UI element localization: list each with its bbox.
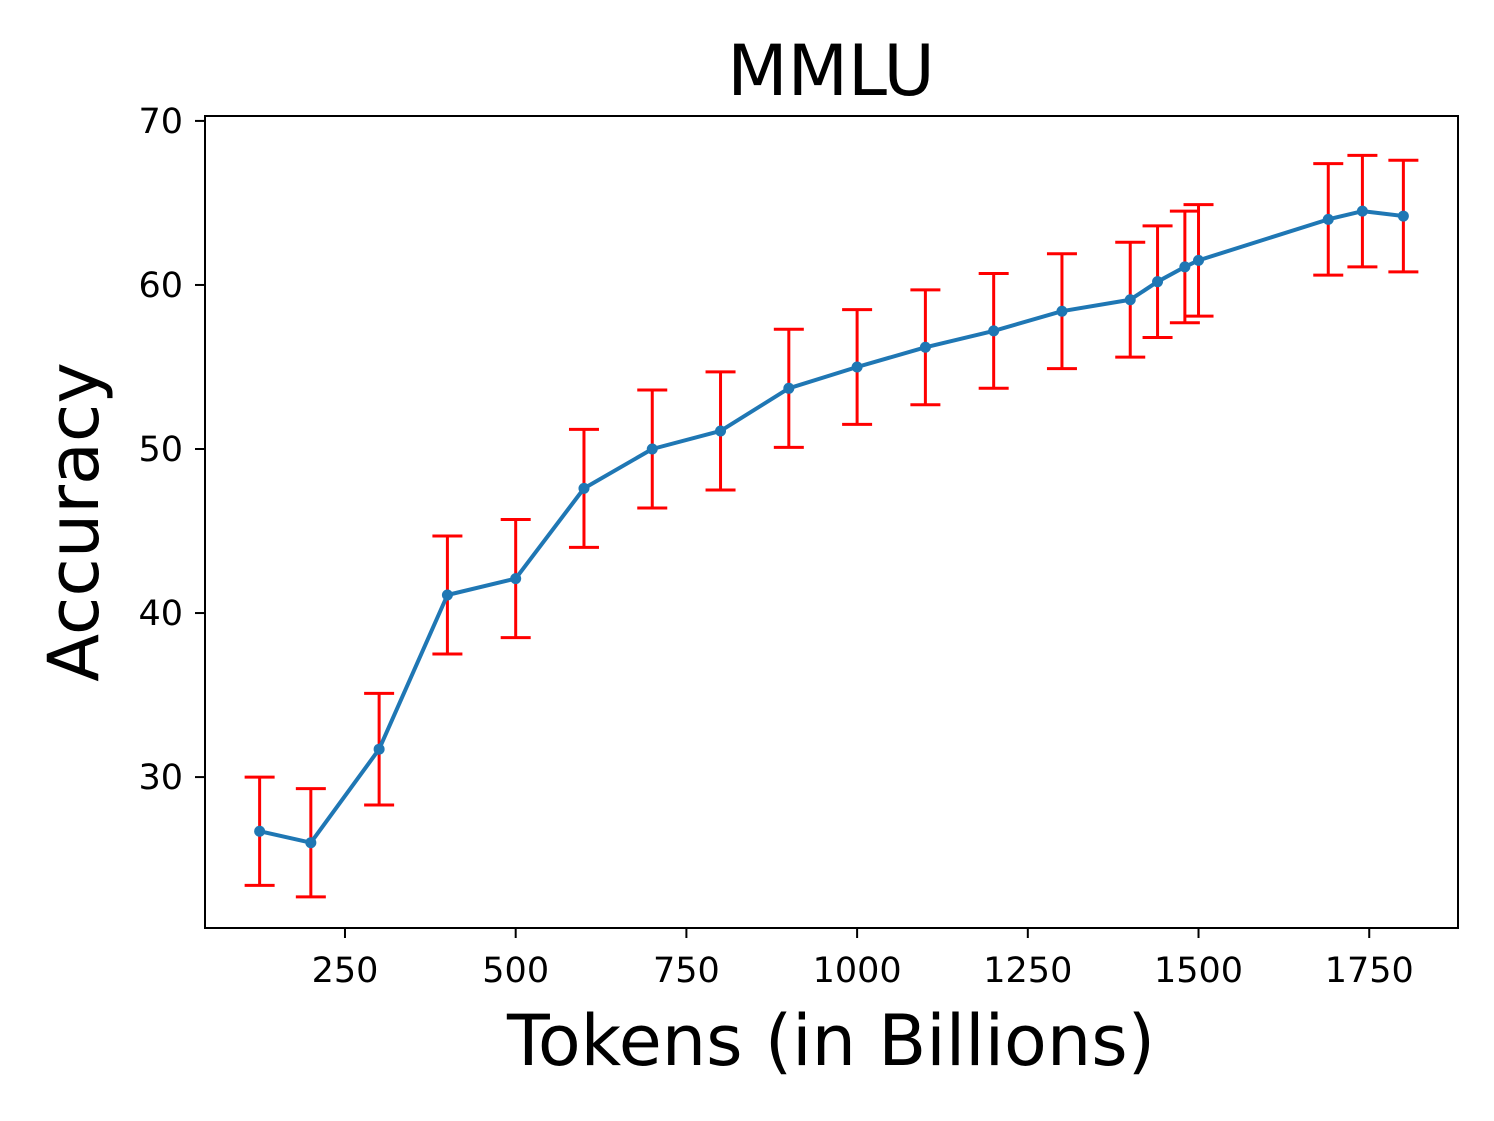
data-point (1322, 213, 1334, 225)
data-point (919, 341, 931, 353)
data-point (1356, 205, 1368, 217)
data-point (254, 825, 266, 837)
data-point (1397, 210, 1409, 222)
data-point (305, 837, 317, 849)
x-tick-label: 250 (312, 951, 379, 991)
data-point (1179, 261, 1191, 273)
y-tick-label: 70 (138, 102, 183, 142)
data-point (715, 425, 727, 437)
data-point (441, 589, 453, 601)
chart-title: MMLU (727, 30, 935, 112)
series-line (259, 209, 1404, 845)
x-tick-label: 1000 (813, 951, 902, 991)
y-tick-label: 40 (138, 594, 183, 634)
y-axis: 30 40 50 60 70 (138, 102, 205, 798)
y-axis-title: Accuracy (33, 362, 115, 682)
x-tick-label: 750 (653, 951, 720, 991)
plot-area (244, 153, 1419, 899)
y-tick-label: 30 (138, 758, 183, 798)
data-point (1124, 294, 1136, 306)
data-point (1152, 276, 1164, 288)
data-point (1056, 305, 1068, 317)
data-point (988, 325, 1000, 337)
data-point (851, 361, 863, 373)
y-tick-label: 50 (138, 430, 183, 470)
x-tick-label: 1250 (983, 951, 1072, 991)
data-point (646, 443, 658, 455)
plot-frame (204, 115, 1459, 929)
x-tick-label: 1750 (1325, 951, 1414, 991)
y-tick-label: 60 (138, 266, 183, 306)
data-point (1193, 254, 1205, 266)
data-point (510, 573, 522, 585)
data-point (783, 382, 795, 394)
data-point (373, 743, 385, 755)
x-tick-label: 500 (482, 951, 549, 991)
x-tick-label: 1500 (1154, 951, 1243, 991)
data-point (578, 482, 590, 494)
x-axis-title: Tokens (in Billions) (506, 1000, 1155, 1082)
x-axis: 250 500 750 1000 1250 1500 1750 (312, 928, 1414, 991)
